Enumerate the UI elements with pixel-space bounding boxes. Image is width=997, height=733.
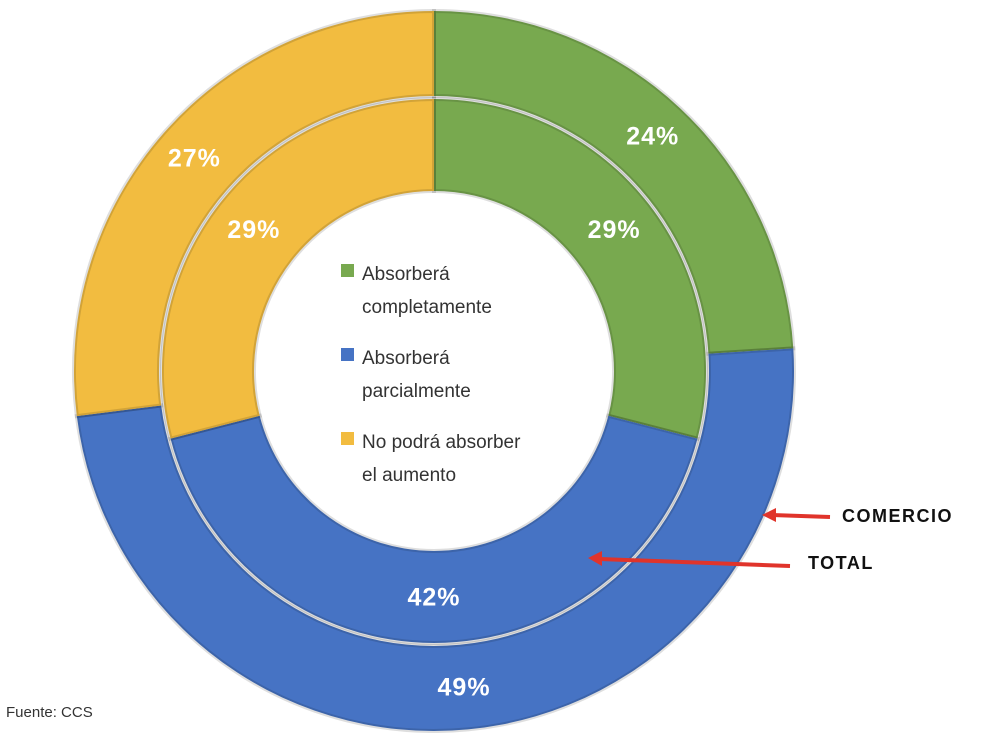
legend-swatch xyxy=(341,348,354,361)
data-label: 29% xyxy=(227,216,280,244)
sector xyxy=(160,96,436,442)
legend-item: No podrá absorber el aumento xyxy=(341,426,531,492)
source: Fuente: CCS xyxy=(6,704,93,721)
ring-label: TOTAL xyxy=(808,553,874,573)
data-label: 42% xyxy=(407,584,460,612)
sector xyxy=(432,96,708,442)
legend-swatch xyxy=(341,264,354,277)
arrow xyxy=(771,513,831,519)
legend-swatch xyxy=(341,432,354,445)
sector xyxy=(168,413,700,645)
legend-label: Absorberá completamente xyxy=(362,264,492,318)
arrow-head xyxy=(588,551,602,566)
arrow-head xyxy=(762,508,776,522)
data-label: 49% xyxy=(438,674,491,702)
sector xyxy=(74,346,796,733)
data-label: 24% xyxy=(626,123,679,151)
data-label: 27% xyxy=(168,144,221,172)
legend-label: No podrá absorber el aumento xyxy=(362,432,521,486)
sector xyxy=(432,8,796,356)
legend-item: Absorberá completamente xyxy=(341,258,531,324)
rings: 24% 49% 27% 29% 42% 29% xyxy=(72,8,796,733)
arrow xyxy=(599,557,791,568)
sector xyxy=(72,8,436,419)
ring-label: COMERCIO xyxy=(842,506,953,526)
legend: Absorberá completamente Absorberá parcial… xyxy=(341,258,531,510)
data-label: 29% xyxy=(588,216,641,244)
legend-label: Absorberá parcialmente xyxy=(362,348,471,402)
legend-item: Absorberá parcialmente xyxy=(341,342,531,408)
